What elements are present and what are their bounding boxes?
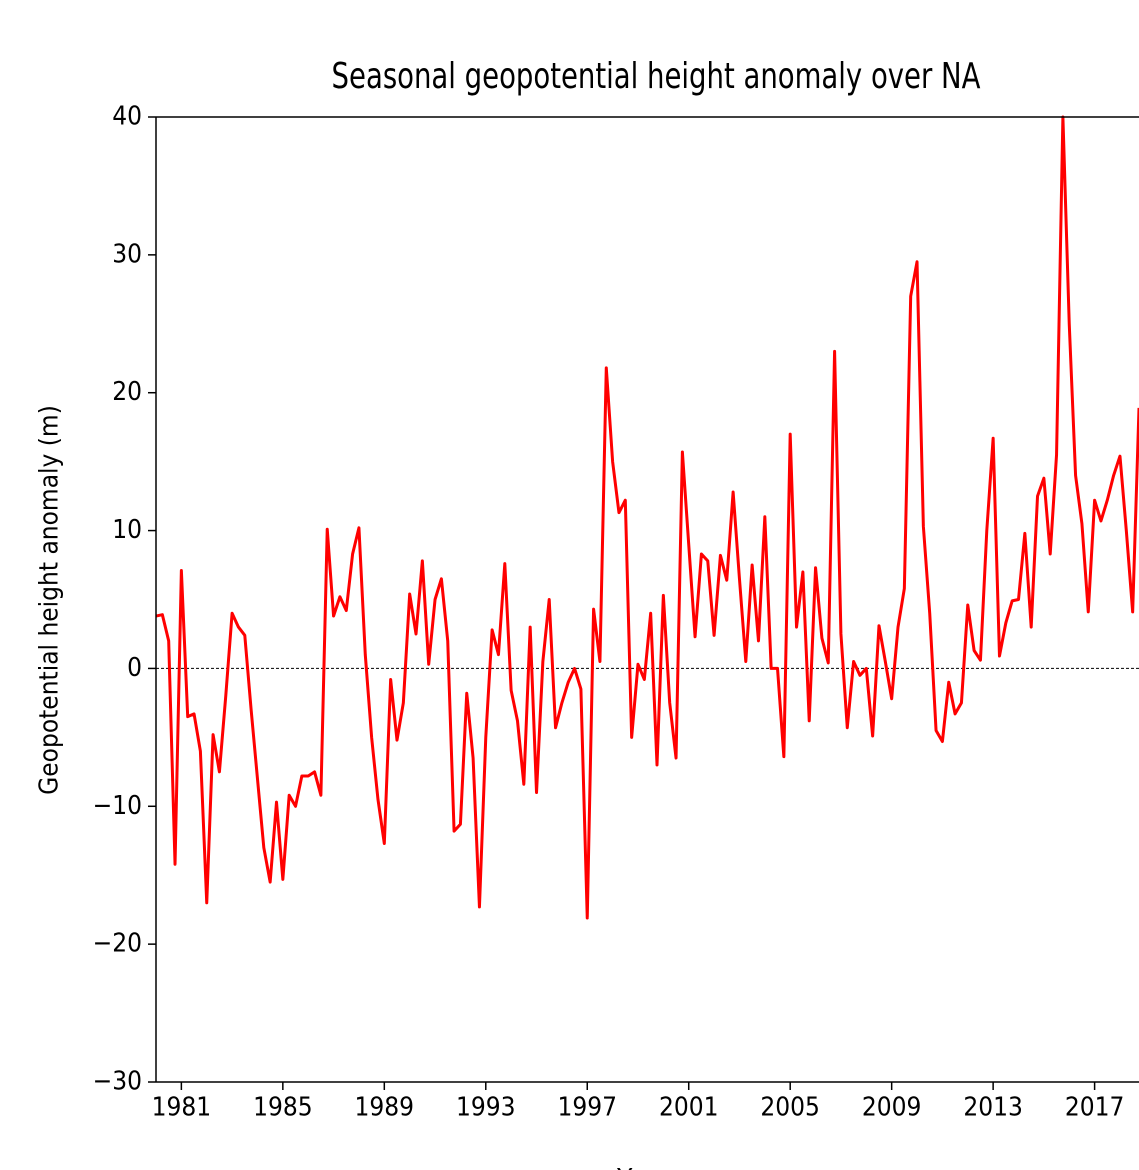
data-line: [155, 115, 1139, 920]
x-tick-label: 2009: [862, 1093, 922, 1123]
y-tick-label: −20: [93, 929, 142, 959]
x-tick-label: 1997: [557, 1093, 617, 1123]
y-axis-label: Geopotential height anomaly (m): [35, 405, 65, 795]
y-tick-label: 30: [112, 239, 142, 269]
x-tick-label: 2001: [659, 1093, 719, 1123]
chart-title: Seasonal geopotential height anomaly ove…: [332, 55, 981, 97]
x-tick-label: 2013: [963, 1093, 1023, 1123]
x-tick-label: 1989: [355, 1093, 415, 1123]
x-tick-label: 1993: [456, 1093, 516, 1123]
y-tick-label: 40: [112, 102, 142, 132]
y-tick-label: 10: [112, 515, 142, 545]
x-tick-label: 2005: [760, 1093, 820, 1123]
y-tick-label: −30: [93, 1067, 142, 1097]
x-tick-label: 1985: [253, 1093, 313, 1123]
x-axis-label: Years: [616, 1162, 683, 1170]
x-tick-label: 1981: [152, 1093, 212, 1123]
y-tick-label: 0: [127, 653, 142, 683]
y-tick-label: 20: [112, 377, 142, 407]
y-tick-label: −10: [93, 791, 142, 821]
x-tick-label: 2017: [1065, 1093, 1125, 1123]
